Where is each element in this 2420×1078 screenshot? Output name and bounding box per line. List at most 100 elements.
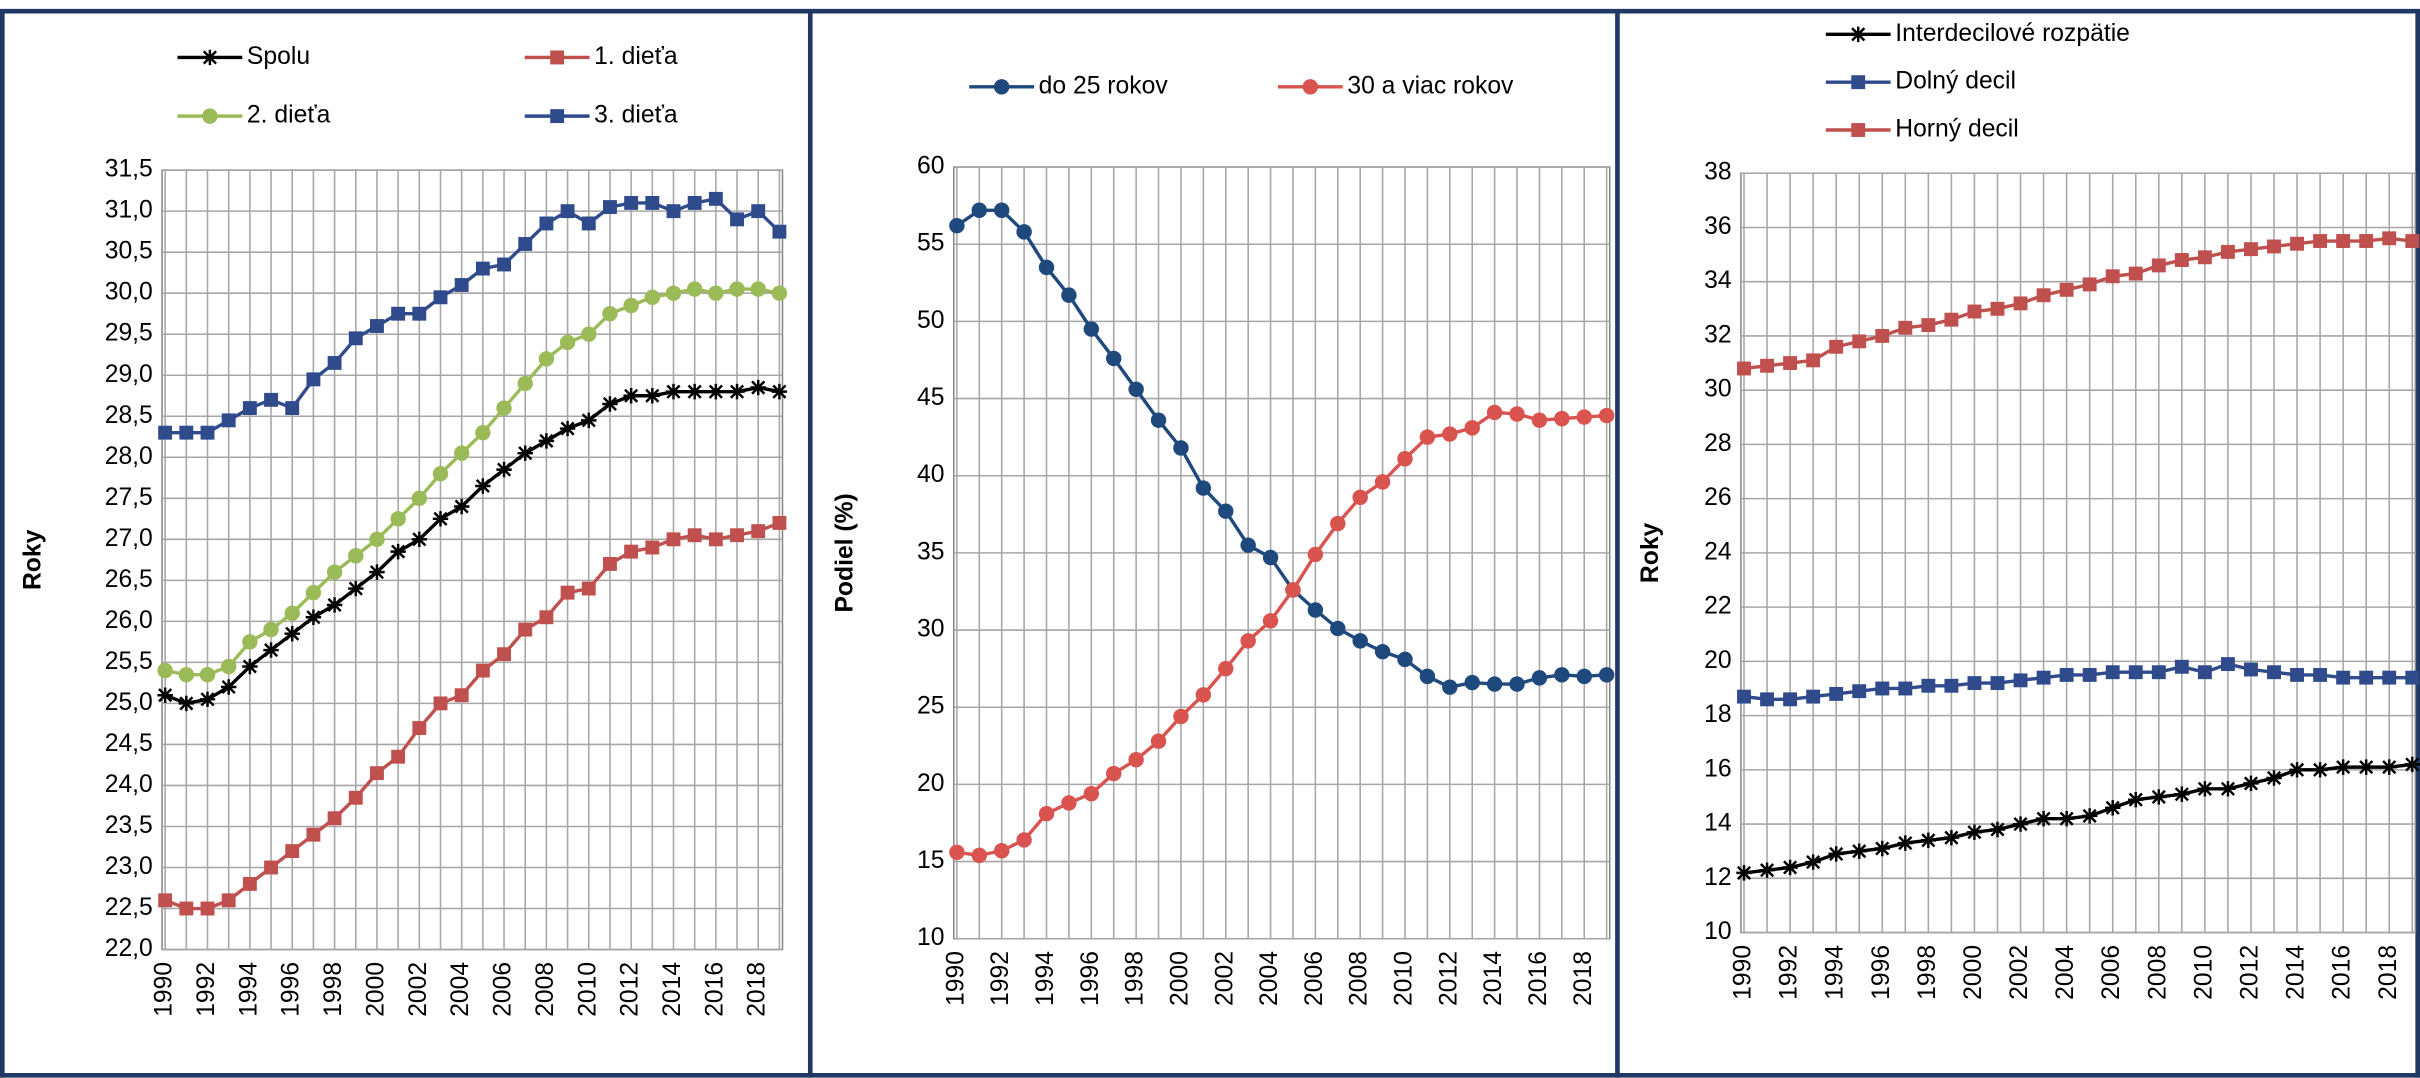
y-tick-label: 36 bbox=[1704, 213, 1731, 240]
marker bbox=[1966, 824, 1983, 840]
marker bbox=[1442, 679, 1458, 695]
y-tick-label: 38 bbox=[1704, 159, 1731, 186]
x-tick-label: 2010 bbox=[574, 962, 601, 1017]
marker bbox=[1352, 489, 1368, 506]
marker bbox=[497, 257, 511, 272]
y-axis-label: Roky bbox=[1637, 522, 1664, 583]
x-tick-label: 1996 bbox=[1077, 951, 1104, 1006]
y-tick-label: 60 bbox=[917, 153, 944, 180]
y-tick-label: 23,0 bbox=[105, 853, 153, 880]
y-tick-label: 27,5 bbox=[105, 484, 153, 511]
marker bbox=[2081, 808, 2098, 824]
marker bbox=[432, 511, 449, 527]
x-tick-label: 2000 bbox=[362, 962, 389, 1017]
marker bbox=[602, 305, 618, 322]
marker bbox=[1783, 356, 1798, 371]
y-tick-label: 22 bbox=[1704, 593, 1731, 620]
marker bbox=[1307, 602, 1324, 618]
x-tick-label: 1998 bbox=[1122, 951, 1149, 1006]
y-tick-label: 32 bbox=[1704, 321, 1731, 348]
marker bbox=[1737, 361, 1751, 376]
marker bbox=[2290, 667, 2305, 682]
marker bbox=[1262, 613, 1279, 629]
marker bbox=[2036, 288, 2051, 303]
legend-label: Interdecilové rozpätie bbox=[1895, 20, 2130, 47]
x-tick-label: 1992 bbox=[987, 951, 1014, 1006]
legend-marker bbox=[202, 49, 218, 66]
x-tick-label: 2012 bbox=[1435, 951, 1462, 1006]
legend-label: 1. dieťa bbox=[594, 43, 678, 70]
y-tick-label: 26 bbox=[1704, 484, 1731, 511]
y-tick-label: 10 bbox=[917, 924, 944, 951]
marker bbox=[1737, 689, 1751, 704]
marker bbox=[2174, 659, 2189, 674]
y-tick-label: 45 bbox=[917, 384, 944, 411]
marker bbox=[370, 766, 384, 781]
marker bbox=[1509, 676, 1525, 692]
marker bbox=[1419, 429, 1436, 445]
marker bbox=[1805, 854, 1821, 870]
marker bbox=[2036, 670, 2051, 685]
marker bbox=[1464, 674, 1480, 691]
marker bbox=[645, 196, 660, 210]
marker bbox=[242, 634, 258, 650]
marker bbox=[2405, 670, 2420, 685]
x-tick-label: 2016 bbox=[701, 962, 728, 1017]
marker bbox=[1967, 676, 1982, 691]
marker bbox=[496, 461, 512, 478]
marker bbox=[199, 666, 216, 683]
legend-marker bbox=[1851, 123, 1866, 137]
marker bbox=[391, 749, 406, 764]
marker bbox=[1262, 549, 1279, 566]
marker bbox=[2336, 234, 2351, 248]
x-tick-label: 1994 bbox=[235, 962, 262, 1017]
marker bbox=[1829, 686, 1844, 701]
x-tick-label: 2018 bbox=[1570, 951, 1597, 1006]
marker bbox=[644, 388, 661, 404]
marker bbox=[1442, 426, 1458, 442]
y-tick-label: 50 bbox=[917, 307, 944, 334]
x-tick-label: 2000 bbox=[1166, 951, 1193, 1006]
marker bbox=[2289, 762, 2305, 778]
y-tick-label: 14 bbox=[1704, 810, 1731, 837]
marker bbox=[2013, 673, 2028, 688]
marker bbox=[2267, 665, 2281, 680]
marker bbox=[2197, 665, 2212, 680]
marker bbox=[1898, 681, 1913, 696]
marker bbox=[1419, 668, 1436, 685]
marker bbox=[2312, 762, 2328, 778]
legend-label: do 25 rokov bbox=[1039, 72, 1169, 99]
marker bbox=[993, 202, 1010, 218]
y-tick-label: 40 bbox=[917, 461, 944, 488]
marker bbox=[2151, 789, 2167, 805]
marker bbox=[2082, 667, 2097, 682]
marker bbox=[264, 392, 278, 407]
marker bbox=[1374, 643, 1391, 660]
x-tick-label: 2004 bbox=[1256, 951, 1283, 1006]
marker bbox=[1128, 381, 1144, 398]
x-tick-label: 2016 bbox=[2329, 945, 2356, 1000]
legend-label: 3. dieťa bbox=[594, 102, 678, 129]
marker bbox=[2128, 791, 2144, 808]
marker bbox=[1038, 806, 1055, 822]
marker bbox=[1967, 304, 1982, 319]
marker bbox=[538, 433, 555, 449]
legend-marker bbox=[1850, 26, 1866, 43]
marker bbox=[305, 584, 322, 601]
x-tick-label: 1994 bbox=[1822, 945, 1849, 1000]
marker bbox=[2035, 810, 2052, 827]
marker bbox=[263, 642, 279, 658]
marker bbox=[475, 663, 490, 678]
x-tick-label: 2006 bbox=[1301, 951, 1328, 1006]
marker bbox=[1397, 451, 1413, 467]
y-tick-label: 15 bbox=[917, 847, 944, 874]
x-tick-label: 2014 bbox=[2283, 945, 2310, 1000]
marker bbox=[517, 375, 533, 392]
marker bbox=[2059, 282, 2074, 297]
marker bbox=[1598, 667, 1615, 683]
x-tick-label: 2016 bbox=[1525, 951, 1552, 1006]
x-tick-label: 2006 bbox=[490, 962, 517, 1017]
marker bbox=[2174, 786, 2190, 802]
x-tick-label: 2018 bbox=[744, 962, 771, 1017]
